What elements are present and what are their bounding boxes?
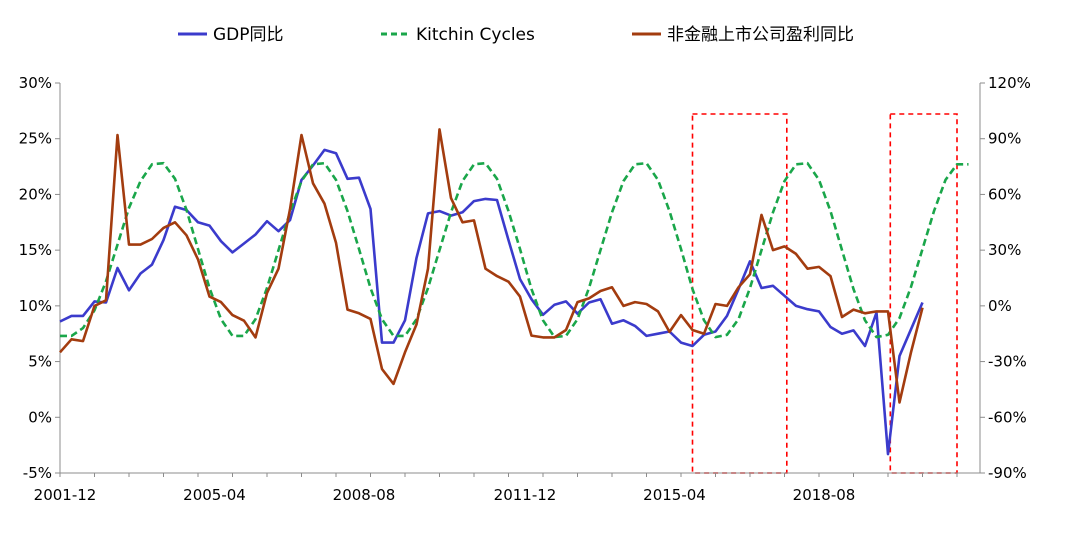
x-tick-label: 2011-12: [494, 486, 557, 504]
series-line: [59, 148, 924, 456]
left-tick-label: 0%: [28, 408, 52, 426]
x-tick-label: 2018-08: [793, 486, 856, 504]
x-tick-label: 2005-04: [183, 486, 246, 504]
legend: GDP同比 Kitchin Cycles 非金融上市公司盈利同比: [178, 25, 854, 45]
legend-label: GDP同比: [213, 25, 284, 45]
axes: -5% 0% 5% 10% 15% 20% 25% 30% -90% -60% -30% 0% 30% 6…: [19, 74, 1031, 504]
right-tick-label: 120%: [988, 74, 1031, 92]
series-lines: [59, 128, 969, 456]
left-tick-label: 10%: [19, 297, 52, 315]
right-tick-label: -90%: [988, 464, 1027, 482]
highlight-region: [889, 113, 958, 474]
highlight-region: [691, 113, 788, 474]
left-tick-label: -5%: [23, 464, 52, 482]
left-tick-label: 25%: [19, 130, 52, 148]
series-line: [59, 128, 924, 404]
legend-label: 非金融上市公司盈利同比: [667, 25, 854, 45]
legend-label: Kitchin Cycles: [416, 25, 535, 45]
right-tick-label: 90%: [988, 130, 1021, 148]
x-tick-label: 2001-12: [34, 486, 97, 504]
x-tick-label: 2008-08: [333, 486, 396, 504]
x-tick-label: 2015-04: [643, 486, 706, 504]
left-tick-label: 20%: [19, 185, 52, 203]
right-tick-label: 60%: [988, 185, 1021, 203]
right-tick-label: -60%: [988, 408, 1027, 426]
left-tick-label: 5%: [28, 353, 52, 371]
left-tick-label: 30%: [19, 74, 52, 92]
series-line: [60, 161, 969, 339]
right-tick-label: 0%: [988, 297, 1012, 315]
right-tick-label: -30%: [988, 353, 1027, 371]
highlight-regions: [691, 113, 958, 474]
left-tick-label: 15%: [19, 241, 52, 259]
right-tick-label: 30%: [988, 241, 1021, 259]
